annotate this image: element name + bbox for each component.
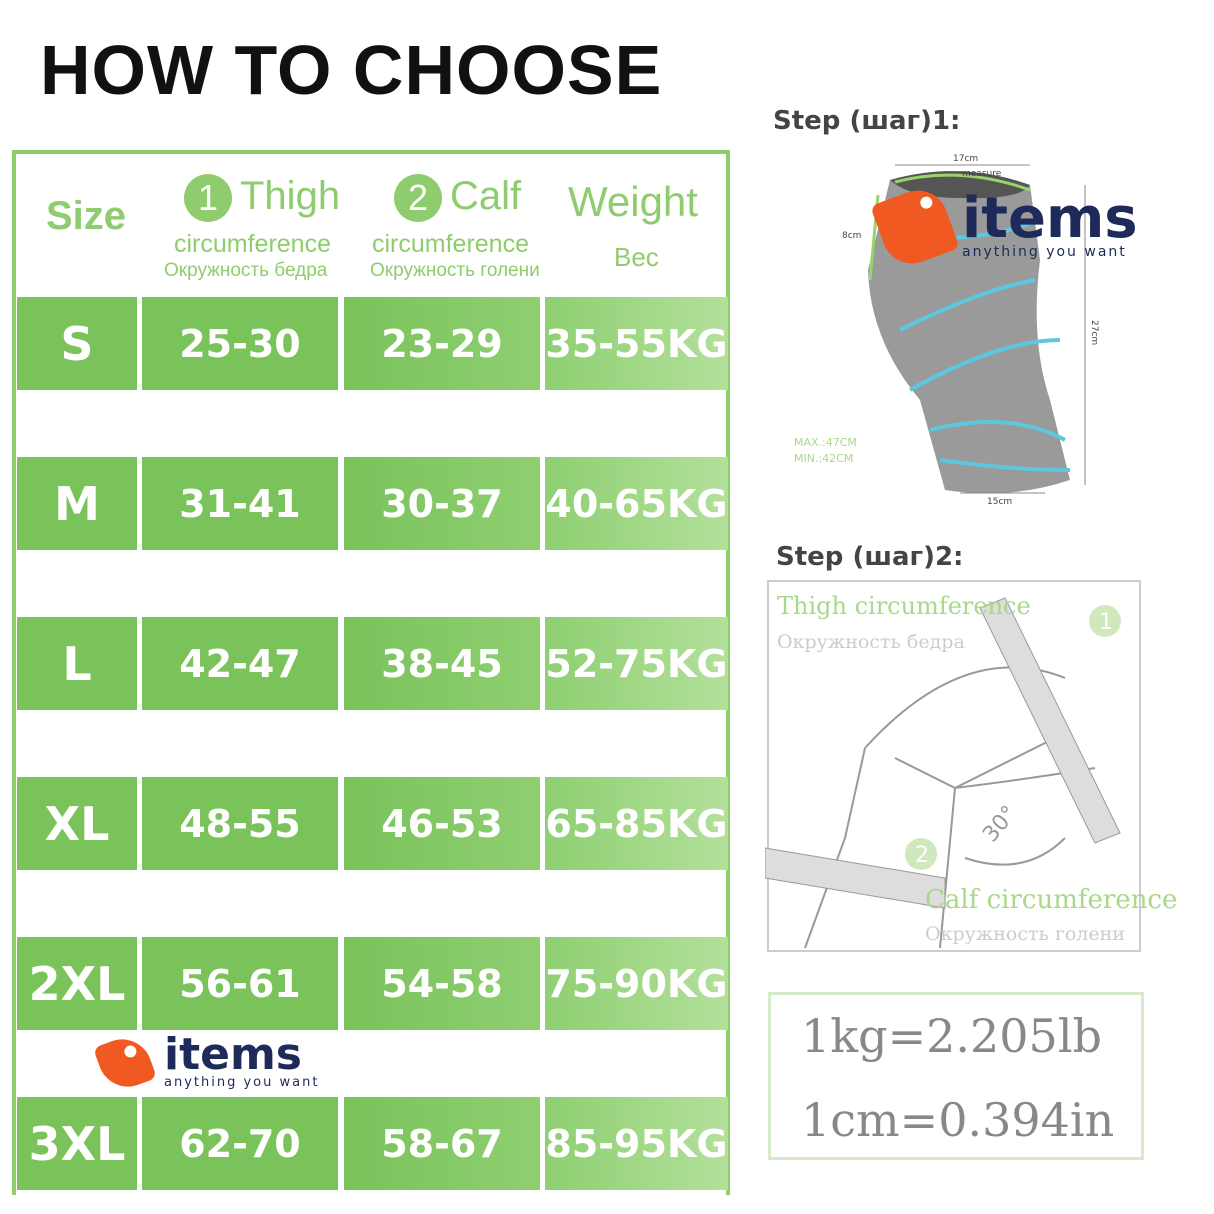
brand-name: items	[164, 1029, 302, 1080]
dim-side: 8cm	[842, 231, 861, 241]
brand-tagline: anything you want	[164, 1075, 320, 1090]
cell-thigh: 48-55	[142, 777, 338, 870]
calf-caption-ru: Окружность голени	[925, 923, 1125, 945]
dim-bottom: 15cm	[987, 497, 1012, 507]
calf-caption: Calf circumference	[925, 885, 1177, 915]
dim-height: 27cm	[1089, 320, 1099, 345]
weight-ru: Вес	[614, 242, 659, 272]
brand-name: items	[962, 186, 1138, 251]
angle-label: 30°	[978, 801, 1022, 847]
cell-weight: 65-85KG	[545, 777, 728, 870]
cell-size: M	[17, 457, 137, 550]
cell-thigh: 56-61	[142, 937, 338, 1030]
cell-thigh: 62-70	[142, 1097, 338, 1190]
cell-size: S	[17, 297, 137, 390]
thigh-caption-ru: Окружность бедра	[777, 631, 965, 653]
header-thigh: 1 Thigh	[184, 174, 341, 223]
thigh-sub: circumference	[174, 230, 331, 258]
size-table	[12, 150, 730, 1195]
cell-calf: 46-53	[344, 777, 540, 870]
dimension-lines	[895, 164, 1086, 494]
step2-label: Step (шаг)2:	[776, 542, 964, 572]
page-title: HOW TO CHOOSE	[40, 31, 663, 109]
dim-top: 17cm	[953, 154, 978, 164]
step1-label: Step (шаг)1:	[773, 106, 961, 136]
dim-min: MIN.:42CM	[794, 452, 853, 465]
cm-conversion: 1cm=0.394in	[801, 1093, 1115, 1147]
watermark-logo: items anything you want	[92, 1029, 320, 1096]
unit-conversion-box: 1kg=2.205lb 1cm=0.394in	[768, 992, 1144, 1160]
marker-1: 1	[1099, 610, 1113, 635]
thigh-caption: Thigh circumference	[777, 592, 1031, 620]
cell-thigh: 42-47	[142, 617, 338, 710]
cell-size: L	[17, 617, 137, 710]
cell-weight: 40-65KG	[545, 457, 728, 550]
header-weight: Weight	[568, 178, 698, 225]
cell-weight: 85-95KG	[545, 1097, 728, 1190]
dim-max: MAX.:47CM	[794, 436, 857, 449]
dim-measure: measure	[962, 169, 1002, 179]
cell-calf: 23-29	[344, 297, 540, 390]
thigh-label: Thigh	[240, 174, 341, 218]
cell-weight: 35-55KG	[545, 297, 728, 390]
cell-weight: 52-75KG	[545, 617, 728, 710]
number-badge: 2	[394, 174, 442, 223]
measure-diagram: Thigh circumference Окружность бедра 1 2…	[765, 580, 1177, 952]
cell-calf: 38-45	[344, 617, 540, 710]
marker-2: 2	[915, 843, 929, 868]
cell-size: 2XL	[17, 937, 137, 1030]
cell-thigh: 25-30	[142, 297, 338, 390]
tag-icon	[92, 1030, 158, 1096]
calf-sub: circumference	[372, 230, 529, 258]
watermark-logo-2: items anything you want	[870, 182, 1138, 272]
cell-weight: 75-90KG	[545, 937, 728, 1030]
cell-calf: 30-37	[344, 457, 540, 550]
kg-conversion: 1kg=2.205lb	[801, 1009, 1102, 1063]
header-size: Size	[46, 194, 127, 238]
calf-ru: Окружность голени	[370, 260, 540, 281]
thigh-ru: Окружность бедра	[164, 260, 328, 281]
number-badge: 1	[184, 174, 232, 223]
cell-size: 3XL	[17, 1097, 137, 1190]
cell-size: XL	[17, 777, 137, 870]
table-header: Size 1 Thigh circumference Окружность бед…	[12, 150, 730, 298]
calf-label: Calf	[450, 174, 522, 218]
tag-icon	[870, 182, 960, 272]
cell-thigh: 31-41	[142, 457, 338, 550]
brand-tagline: anything you want	[962, 244, 1127, 260]
header-calf: 2 Calf	[394, 174, 522, 223]
cell-calf: 58-67	[344, 1097, 540, 1190]
cell-calf: 54-58	[344, 937, 540, 1030]
